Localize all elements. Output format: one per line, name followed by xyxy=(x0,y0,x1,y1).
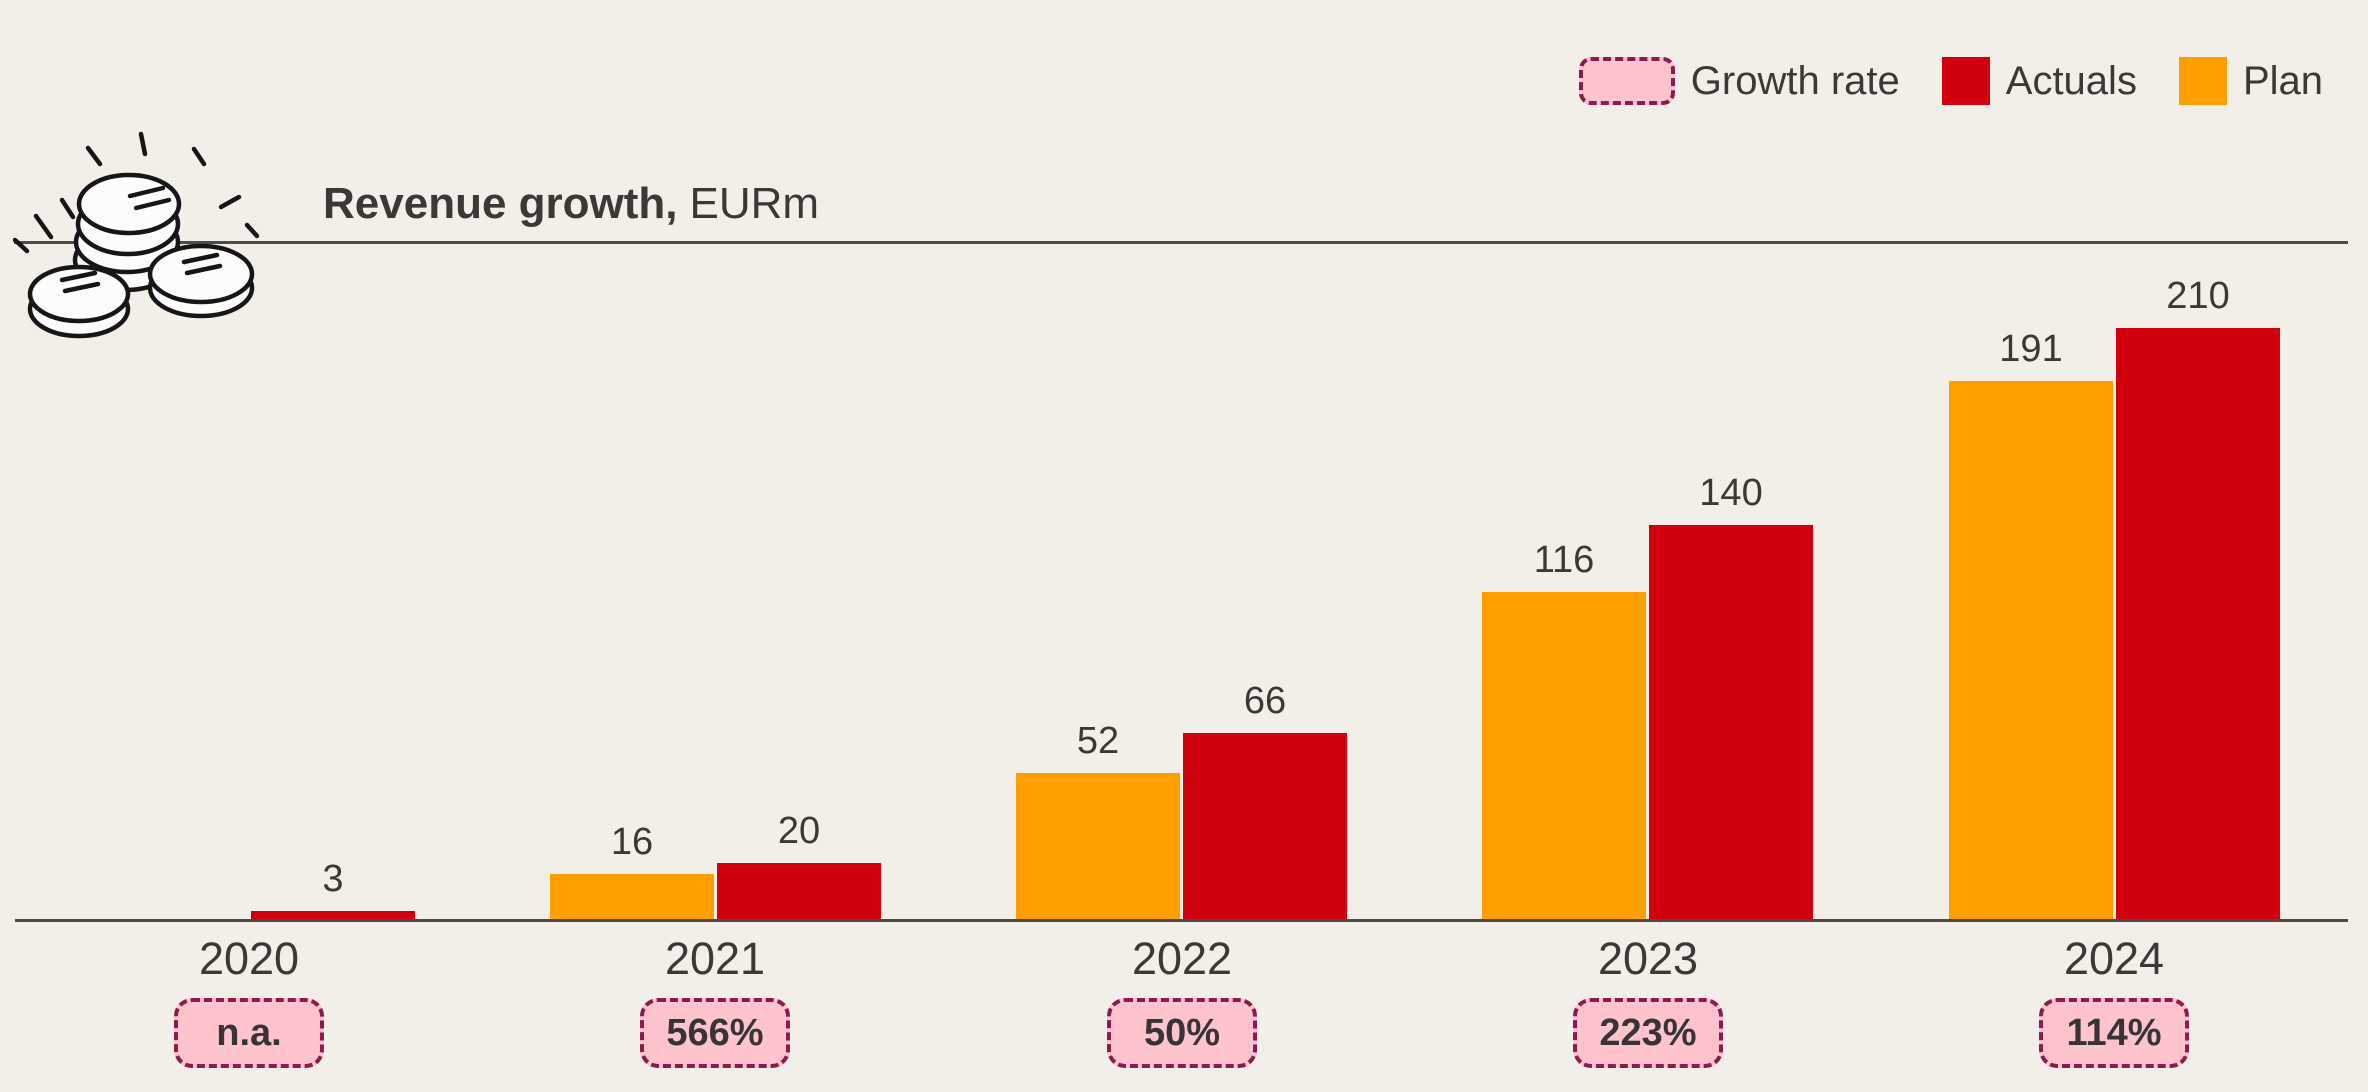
legend-label-plan: Plan xyxy=(2242,59,2323,103)
growth-rate-badge-2023: 223% xyxy=(1573,998,1723,1068)
legend-label-growth-rate: Growth rate xyxy=(1690,59,1900,103)
value-label-plan-2023: 116 xyxy=(1533,539,1595,581)
value-label-actuals-2024: 210 xyxy=(2166,275,2230,317)
value-label-actuals-2021: 20 xyxy=(777,810,821,852)
chart-title-unit: EURm xyxy=(689,179,820,228)
coin-right-mark xyxy=(181,252,223,276)
bar-actuals-2024 xyxy=(2116,328,2280,919)
coin-left-mark xyxy=(59,270,101,294)
coin-sparkles xyxy=(12,131,260,254)
chart-title: Revenue growth, EURm xyxy=(323,179,820,228)
legend-item-actuals: Actuals xyxy=(1941,57,2137,105)
growth-rate-swatch-icon xyxy=(1578,57,1675,105)
actuals-swatch-icon xyxy=(1941,57,1990,105)
bar-plan-2021 xyxy=(550,874,714,919)
chart-legend: Growth rate Actuals Plan xyxy=(1578,57,2323,105)
legend-item-growth-rate: Growth rate xyxy=(1578,57,1900,105)
bar-plan-2022 xyxy=(1016,773,1180,919)
legend-item-plan: Plan xyxy=(2178,57,2323,105)
bar-plan-2024 xyxy=(1949,381,2113,919)
coin-stack-mark xyxy=(127,185,172,211)
coin-right xyxy=(147,243,255,319)
legend-label-actuals: Actuals xyxy=(2005,59,2137,103)
year-label-2020: 2020 xyxy=(198,933,300,984)
x-axis-line xyxy=(15,919,2348,922)
header-divider xyxy=(14,241,2348,244)
bar-actuals-2022 xyxy=(1183,733,1347,919)
bar-actuals-2023 xyxy=(1649,525,1813,919)
bar-actuals-2021 xyxy=(717,863,881,919)
value-label-plan-2021: 16 xyxy=(610,821,654,863)
year-label-2023: 2023 xyxy=(1597,933,1699,984)
chart-title-main: Revenue growth, xyxy=(323,179,678,228)
value-label-actuals-2023: 140 xyxy=(1699,472,1763,514)
value-label-actuals-2020: 3 xyxy=(322,858,344,900)
growth-rate-badge-2020: n.a. xyxy=(174,998,324,1068)
plan-swatch-icon xyxy=(2178,57,2227,105)
bar-actuals-2020 xyxy=(251,911,415,919)
value-label-actuals-2022: 66 xyxy=(1243,680,1287,722)
year-label-2021: 2021 xyxy=(664,933,766,984)
growth-rate-badge-2021: 566% xyxy=(640,998,790,1068)
value-label-plan-2022: 52 xyxy=(1076,720,1120,762)
coin-left xyxy=(27,264,131,339)
year-label-2022: 2022 xyxy=(1131,933,1233,984)
growth-rate-badge-2022: 50% xyxy=(1107,998,1257,1068)
growth-rate-badge-2024: 114% xyxy=(2039,998,2189,1068)
value-label-plan-2024: 191 xyxy=(1999,328,2063,370)
coins-icon xyxy=(12,131,260,339)
bar-plan-2023 xyxy=(1482,592,1646,919)
year-label-2024: 2024 xyxy=(2063,933,2165,984)
